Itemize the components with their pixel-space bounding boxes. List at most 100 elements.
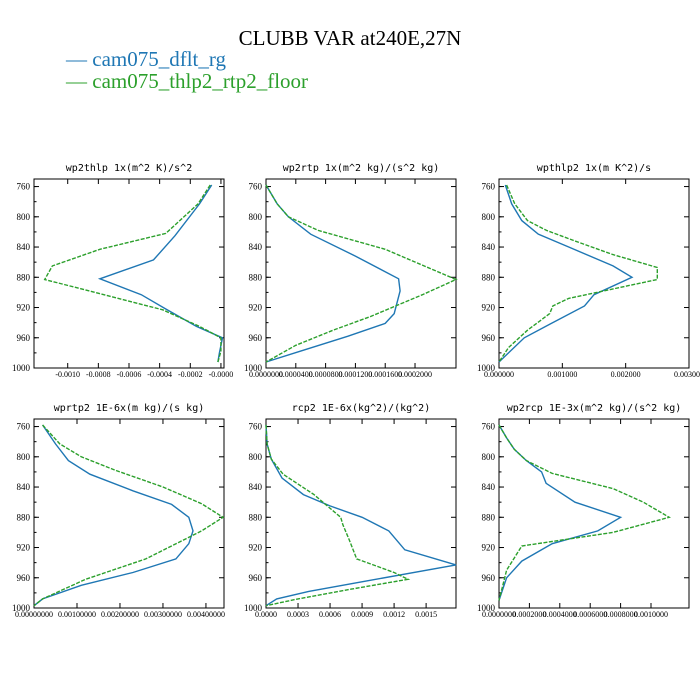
x-tick-label: 0.0003 [287,610,309,619]
x-tick-label: 0.0004000 [543,610,577,619]
series-line-thlp2-rtp2-floor [498,424,671,601]
x-tick-label: 0.0008000 [604,610,638,619]
chart-panel-1: wp2thlp 1x(m^2 K)/s^2 760 800 840 880 920 960 1… [12,163,233,379]
series-line-dflt-rg [265,424,457,607]
plot-frame [33,418,225,609]
y-tick-label: 920 [249,543,263,553]
y-tick-label: 800 [249,452,263,462]
x-tick-label: 0.000000 [484,370,514,379]
y-tick-label: 800 [482,452,496,462]
plot-frame [498,178,690,369]
y-tick-label: 880 [17,272,31,282]
series-line-dflt-rg [498,184,634,363]
y-tick-label: 800 [17,212,31,222]
series-line-thlp2-rtp2-floor [265,424,411,607]
y-tick-label: 760 [482,422,496,432]
legend-label: cam075_dflt_rg [92,47,227,71]
x-tick-label: -0.0010 [55,370,80,379]
series-line-thlp2-rtp2-floor [33,424,225,607]
series-line-dflt-rg [33,424,194,607]
y-tick-label: 920 [482,543,496,553]
x-tick-label: 0.003000 [674,370,700,379]
y-tick-label: 840 [17,242,31,252]
panel-title: wp2thlp 1x(m^2 K)/s^2 [66,163,192,174]
x-tick-label: 0.0009 [351,610,373,619]
series-line-dflt-rg [265,184,401,363]
y-tick-label: 800 [249,212,263,222]
panel-title: wprtp2 1E-6x(m kg)/(s kg) [54,403,205,414]
y-tick-label: 800 [482,212,496,222]
y-tick-label: 1000 [244,363,263,373]
y-tick-label: 960 [482,333,496,343]
x-tick-label: 0.0000800 [309,370,343,379]
y-tick-label: 840 [17,482,31,492]
x-tick-label: -0.0008 [86,370,111,379]
panel-title: rcp2 1E-6x(kg^2)/(kg^2) [292,403,430,414]
chart-panel-6: wp2rcp 1E-3x(m^2 kg)/(s^2 kg) 760 800 840 88… [477,403,690,619]
y-tick-label: 880 [482,272,496,282]
y-tick-label: 880 [249,512,263,522]
x-tick-label: 0.00300000 [144,610,182,619]
chart-panel-4: wprtp2 1E-6x(m kg)/(s kg) 760 800 840 880 920… [12,403,225,619]
y-tick-label: 920 [482,303,496,313]
series-line-thlp2-rtp2-floor [265,184,458,363]
plot-frame [265,418,457,609]
x-tick-label: 0.0012 [383,610,405,619]
plot-frame [265,178,457,369]
x-tick-label: 0.002000 [611,370,641,379]
series-line-dflt-rg [498,424,623,601]
y-tick-label: 840 [249,242,263,252]
x-tick-label: 0.0000000 [249,370,283,379]
y-tick-label: 960 [17,573,31,583]
legend-dash: — [66,47,93,71]
y-tick-label: 1000 [244,603,263,613]
x-tick-label: 0.00200000 [101,610,139,619]
legend-dash: — [66,69,93,93]
panel-title: wpthlp2 1x(m K^2)/s [537,163,651,174]
series-line-thlp2-rtp2-floor [43,184,222,363]
y-tick-label: 880 [482,512,496,522]
x-tick-label: 0.0001200 [338,370,372,379]
x-tick-label: 0.0006000 [573,610,607,619]
x-tick-label: 0.00100000 [58,610,96,619]
series-line-dflt-rg [97,184,224,363]
panel-title: wp2rcp 1E-3x(m^2 kg)/(s^2 kg) [507,403,682,414]
x-tick-label: 0.00000000 [15,610,53,619]
chart-panel-3: wpthlp2 1x(m K^2)/s 760 800 840 880 920 960 100… [477,163,700,379]
x-tick-label: 0.0000000 [482,610,516,619]
legend-item-thlp2-rtp2-floor: — cam075_thlp2_rtp2_floor [66,69,308,94]
y-tick-label: 960 [249,573,263,583]
x-tick-label: -0.0004 [147,370,172,379]
x-tick-label: 0.0015 [415,610,437,619]
chart-panel-5: rcp2 1E-6x(kg^2)/(kg^2) 760 800 840 880 920 96… [244,403,457,619]
y-tick-label: 840 [249,482,263,492]
x-tick-label: 0.0000 [255,610,277,619]
x-tick-label: 0.0010000 [634,610,668,619]
y-tick-label: 920 [17,543,31,553]
x-tick-label: 0.001000 [547,370,577,379]
y-tick-label: 760 [17,422,31,432]
y-tick-label: 920 [17,303,31,313]
x-tick-label: -0.0006 [117,370,142,379]
y-tick-label: 960 [482,573,496,583]
x-tick-label: 0.0006 [319,610,341,619]
y-tick-label: 800 [17,452,31,462]
y-tick-label: 840 [482,482,496,492]
y-tick-label: 1000 [477,603,496,613]
x-tick-label: -0.0000 [209,370,234,379]
panel-title: wp2rtp 1x(m^2 kg)/(s^2 kg) [283,163,440,174]
chart-panel-2: wp2rtp 1x(m^2 kg)/(s^2 kg) 760 800 840 880 92… [244,163,458,379]
x-tick-label: 0.0002000 [512,610,546,619]
y-tick-label: 760 [482,182,496,192]
y-tick-label: 1000 [477,363,496,373]
plot-frame [33,178,225,369]
y-tick-label: 880 [249,272,263,282]
series-line-thlp2-rtp2-floor [498,184,658,363]
y-tick-label: 960 [17,333,31,343]
y-tick-label: 880 [17,512,31,522]
y-tick-label: 760 [249,422,263,432]
y-tick-label: 760 [249,182,263,192]
y-tick-label: 760 [17,182,31,192]
y-tick-label: 1000 [12,363,31,373]
